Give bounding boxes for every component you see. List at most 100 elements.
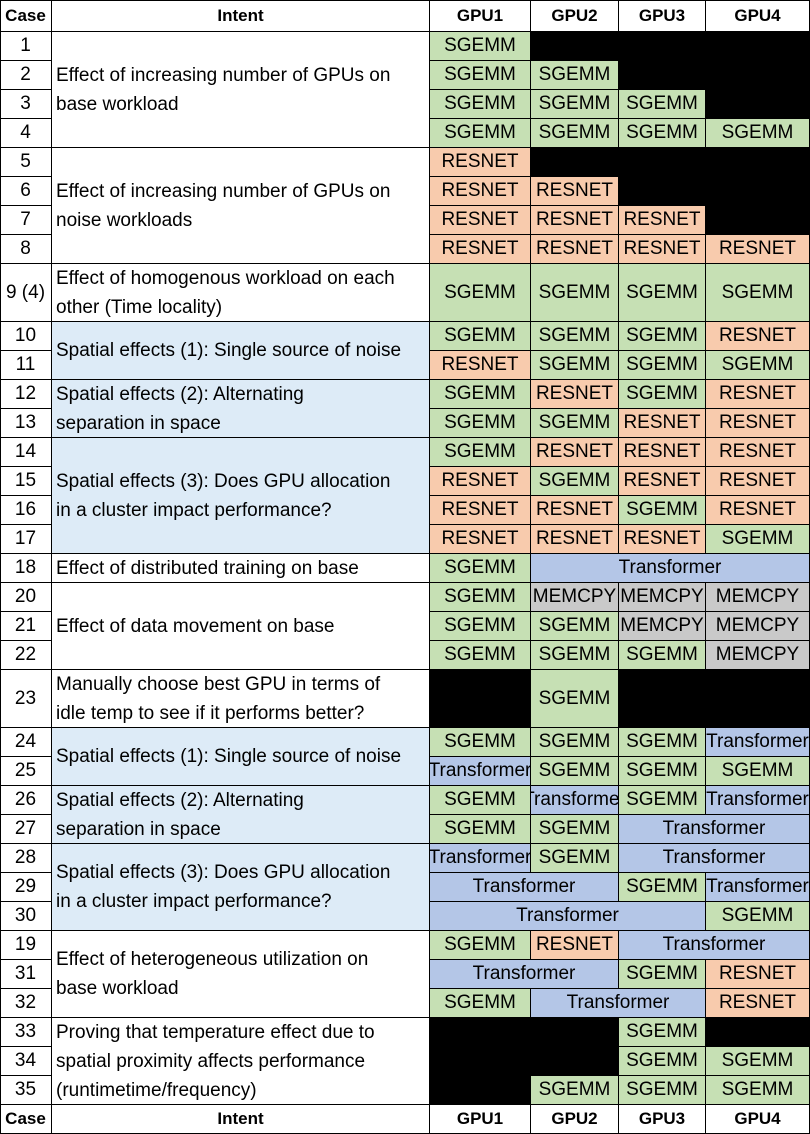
case-number: 15 — [0, 467, 52, 496]
intent-line: Effect of distributed training on base — [56, 557, 359, 579]
intent-lines: Effect of homogenous workload on each oth… — [56, 264, 395, 321]
workload-cell: SGEMM — [430, 583, 531, 612]
workload-cell: RESNET — [531, 235, 619, 264]
case-number: 21 — [0, 612, 52, 641]
header-gpu4: GPU4 — [706, 1, 810, 32]
footer-gpu4: GPU4 — [706, 1105, 810, 1134]
intent-line: Spatial effects (2): Alternating — [56, 789, 304, 811]
case-number: 31 — [0, 960, 52, 989]
workload-cell: SGEMM — [430, 786, 531, 815]
case-number: 6 — [0, 177, 52, 206]
workload-cell: SGEMM — [706, 119, 810, 148]
workload-cell: SGEMM — [430, 322, 531, 351]
intent-text: Spatial effects (3): Does GPU allocation… — [52, 438, 430, 554]
workload-cell: SGEMM — [619, 1076, 706, 1105]
workload-cell: Transformer — [706, 873, 810, 902]
case-number: 18 — [0, 554, 52, 583]
workload-cell: SGEMM — [619, 641, 706, 670]
header-intent: Intent — [52, 1, 430, 32]
intent-line: Manually choose best GPU in terms of — [56, 673, 381, 695]
workload-cell: RESNET — [706, 467, 810, 496]
workload-cell: RESNET — [430, 206, 531, 235]
intent-text: Manually choose best GPU in terms of idle… — [52, 670, 430, 728]
footer-intent: Intent — [52, 1105, 430, 1134]
intent-line: noise workloads — [56, 209, 193, 231]
workload-cell: SGEMM — [619, 786, 706, 815]
intent-lines: Effect of increasing number of GPUs on ba… — [56, 61, 390, 119]
workload-cell: SGEMM — [619, 322, 706, 351]
intent-lines: Spatial effects (1): Single source of no… — [56, 742, 401, 771]
workload-cell: RESNET — [619, 438, 706, 467]
case-number: 1 — [0, 32, 52, 61]
workload-cell: RESNET — [706, 989, 810, 1018]
intent-lines: Effect of increasing number of GPUs on no… — [56, 177, 390, 235]
intent-text: Effect of increasing number of GPUs on ba… — [52, 32, 430, 148]
empty-cell — [619, 670, 706, 728]
workload-cell: SGEMM — [619, 90, 706, 119]
empty-cell — [430, 1018, 531, 1047]
workload-cell: Transformer — [531, 554, 810, 583]
intent-line: other (Time locality) — [56, 296, 223, 318]
workload-cell: Transformer — [531, 989, 706, 1018]
workload-cell: MEMCPY — [706, 583, 810, 612]
intent-text: Spatial effects (2): Alternating separati… — [52, 786, 430, 844]
workload-cell: RESNET — [706, 438, 810, 467]
workload-cell: RESNET — [531, 177, 619, 206]
empty-cell — [706, 177, 810, 206]
workload-cell: Transformer — [430, 902, 706, 931]
intent-text: Spatial effects (2): Alternating separati… — [52, 380, 430, 438]
workload-cell: SGEMM — [430, 554, 531, 583]
workload-cell: MEMCPY — [706, 641, 810, 670]
empty-cell — [619, 148, 706, 177]
intent-line: (runtimetime/frequency) — [56, 1079, 257, 1101]
header-case: Case — [0, 1, 52, 32]
case-number: 27 — [0, 815, 52, 844]
footer-case: Case — [0, 1105, 52, 1134]
case-number: 13 — [0, 409, 52, 438]
workload-cell: Transformer — [430, 844, 531, 873]
workload-cell: SGEMM — [706, 1047, 810, 1076]
workload-cell: RESNET — [430, 525, 531, 554]
intent-line: idle temp to see if it performs better? — [56, 702, 365, 724]
workload-cell: RESNET — [619, 525, 706, 554]
intent-line: Proving that temperature effect due to — [56, 1021, 375, 1043]
case-number: 25 — [0, 757, 52, 786]
empty-cell — [706, 32, 810, 61]
workload-cell: SGEMM — [430, 119, 531, 148]
intent-lines: Effect of data movement on base — [56, 612, 335, 641]
workload-cell: SGEMM — [531, 728, 619, 757]
case-number: 20 — [0, 583, 52, 612]
workload-cell: RESNET — [430, 467, 531, 496]
empty-cell — [430, 670, 531, 728]
case-number: 35 — [0, 1076, 52, 1105]
workload-cell: SGEMM — [430, 61, 531, 90]
case-number: 34 — [0, 1047, 52, 1076]
workload-cell: RESNET — [430, 148, 531, 177]
intent-line: in a cluster impact performance? — [56, 891, 332, 912]
case-number: 26 — [0, 786, 52, 815]
intent-lines: Effect of heterogeneous utilization on ba… — [56, 945, 368, 1003]
workload-cell: RESNET — [619, 409, 706, 438]
workload-cell: RESNET — [430, 235, 531, 264]
workload-cell: SGEMM — [430, 409, 531, 438]
workload-cell: MEMCPY — [706, 612, 810, 641]
case-number: 30 — [0, 902, 52, 931]
workload-cell: SGEMM — [531, 322, 619, 351]
workload-cell: SGEMM — [531, 90, 619, 119]
workload-cell: SGEMM — [430, 815, 531, 844]
workload-cell: MEMCPY — [619, 612, 706, 641]
workload-cell: SGEMM — [430, 32, 531, 61]
workload-cell: SGEMM — [706, 351, 810, 380]
workload-cell: RESNET — [706, 409, 810, 438]
workload-cell: SGEMM — [430, 641, 531, 670]
workload-cell: RESNET — [531, 525, 619, 554]
case-number: 24 — [0, 728, 52, 757]
case-number: 7 — [0, 206, 52, 235]
intent-line: Spatial effects (3): Does GPU allocation — [56, 470, 391, 492]
workload-cell: RESNET — [706, 380, 810, 409]
intent-lines: Spatial effects (3): Does GPU allocation… — [56, 467, 390, 525]
footer-gpu3: GPU3 — [619, 1105, 706, 1134]
workload-cell: Transformer — [619, 844, 810, 873]
workload-cell: SGEMM — [531, 351, 619, 380]
case-number: 32 — [0, 989, 52, 1018]
